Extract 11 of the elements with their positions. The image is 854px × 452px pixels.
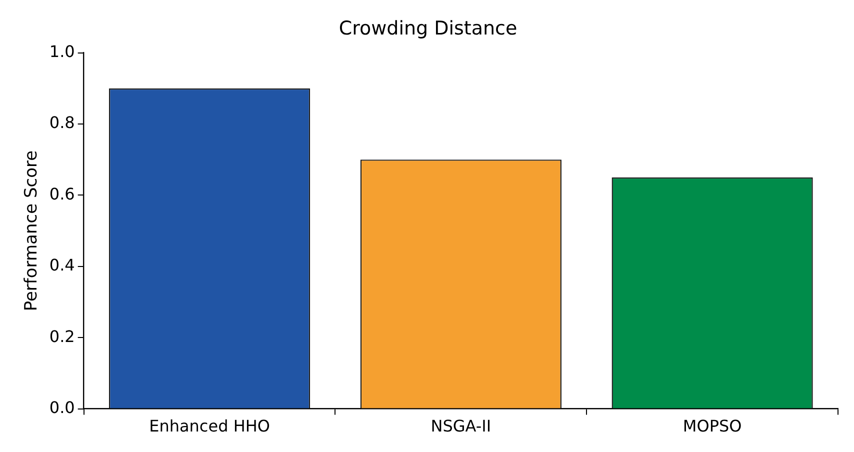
- chart-title: Crowding Distance: [338, 17, 518, 40]
- y-tick-label: 0.0: [49, 398, 75, 417]
- y-tick-label: 0.6: [49, 184, 75, 204]
- x-tick-label: Enhanced HHO: [149, 416, 270, 436]
- y-tick-label: 0.2: [49, 326, 75, 346]
- x-tick-label: NSGA-II: [430, 416, 492, 436]
- y-tick-label: 1.0: [49, 42, 75, 61]
- y-tick-label: 0.8: [49, 113, 75, 132]
- x-tick-label: MOPSO: [682, 416, 742, 436]
- y-tick-label: 0.4: [49, 256, 75, 275]
- y-axis-title: Performance Score: [22, 150, 42, 312]
